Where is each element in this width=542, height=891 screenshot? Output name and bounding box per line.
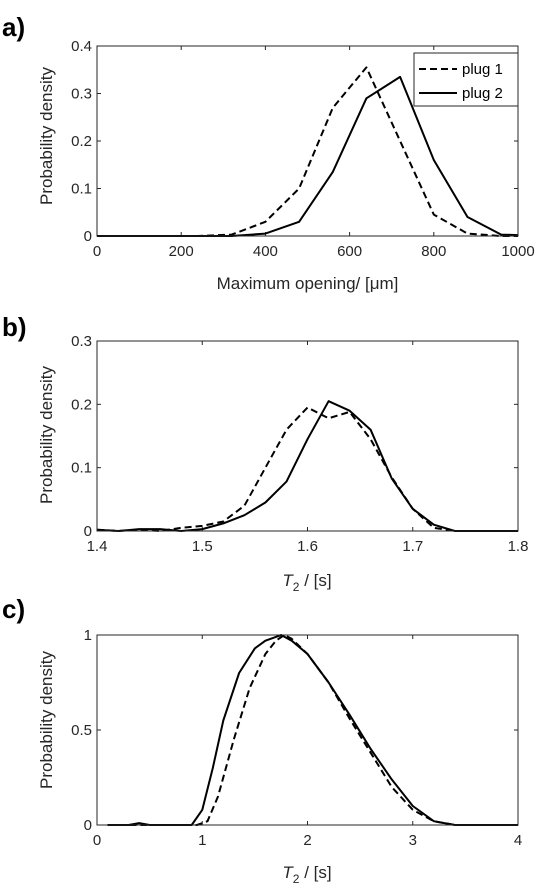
panel-b-ytick-label: 0 xyxy=(84,523,92,540)
panel-c-ytick-label: 1 xyxy=(84,627,92,644)
panel-b-xtick-label: 1.7 xyxy=(402,538,423,555)
panel-c-xtick-label: 4 xyxy=(514,832,522,849)
panel-a-ytick-label: 0 xyxy=(84,228,92,245)
panel-b-xtick-label: 1.4 xyxy=(87,538,108,555)
panel-a-label: a) xyxy=(2,12,25,42)
panel-b-xtick-label: 1.8 xyxy=(508,538,529,555)
panel-a-ylabel: Probability density xyxy=(37,67,56,205)
panel-a-xtick-label: 800 xyxy=(421,243,446,260)
panel-b-xtick-label: 1.6 xyxy=(297,538,318,555)
legend: plug 1 plug 2 xyxy=(413,52,519,107)
panel-b-label: b) xyxy=(2,312,27,342)
panel-a-ytick-label: 0.2 xyxy=(71,133,92,150)
panel-c-axes-box xyxy=(96,634,519,826)
panel-c-ytick-label: 0.5 xyxy=(71,722,92,739)
panel-b-lines xyxy=(96,400,518,532)
panel-a-xtick-label: 1000 xyxy=(501,243,534,260)
panel-c-ylabel: Probability density xyxy=(37,651,56,789)
panel-a-ytick-label: 0.4 xyxy=(71,38,92,55)
panel-b-ticks: 1.4 1.5 1.6 1.7 1.8 0 0.1 0.2 0.3 xyxy=(71,333,528,555)
panel-b-axes-box xyxy=(96,340,519,532)
panel-b-series-plug-2 xyxy=(96,400,518,532)
panel-a-xtick-label: 0 xyxy=(93,243,101,260)
panel-b-xlabel: T2 / [s] xyxy=(282,571,331,594)
panel-c-ytick-label: 0 xyxy=(84,817,92,834)
panel-b: b) Probability density T2 / [s] 1.4 1.5 1.… xyxy=(2,312,528,594)
panel-a-xlabel: Maximum opening/ [μm] xyxy=(217,274,399,293)
panel-c-ticks: 0 1 2 3 4 0 0.5 1 xyxy=(71,627,522,849)
panel-a-ytick-label: 0.3 xyxy=(71,86,92,103)
legend-entry-plug-2: plug 2 xyxy=(462,85,503,102)
panel-c-label: c) xyxy=(2,594,25,624)
legend-entry-plug-1: plug 1 xyxy=(462,61,503,78)
panel-c-xtick-label: 1 xyxy=(198,832,206,849)
panel-a: a) Probability density Maximum opening/ … xyxy=(2,12,535,293)
panel-b-series-plug-1 xyxy=(96,406,518,532)
panel-a-ytick-label: 0.1 xyxy=(71,181,92,198)
panel-a-xtick-label: 600 xyxy=(337,243,362,260)
panel-c-xtick-label: 0 xyxy=(93,832,101,849)
panel-b-ytick-label: 0.2 xyxy=(71,396,92,413)
panel-c-lines xyxy=(107,634,518,826)
panel-b-ytick-label: 0.3 xyxy=(71,333,92,350)
panel-a-axes-box xyxy=(96,45,519,237)
panel-b-ytick-label: 0.1 xyxy=(71,460,92,477)
panel-c-series-plug-2 xyxy=(107,634,518,826)
panel-a-xtick-label: 400 xyxy=(253,243,278,260)
panel-b-ylabel: Probability density xyxy=(37,366,56,504)
panel-c: c) Probability density T2 / [s] 0 1 2 3 4 0 0.… xyxy=(2,594,522,886)
panel-b-xtick-label: 1.5 xyxy=(192,538,213,555)
panel-a-ticks: 0 200 400 600 800 1000 0 0.1 0.2 0.3 0.4 xyxy=(71,38,535,260)
panel-c-series-plug-1 xyxy=(107,634,518,826)
panel-a-xtick-label: 200 xyxy=(169,243,194,260)
panel-c-xtick-label: 2 xyxy=(303,832,311,849)
panel-c-xtick-label: 3 xyxy=(409,832,417,849)
legend-box xyxy=(413,52,519,107)
panel-c-xlabel: T2 / [s] xyxy=(282,863,331,886)
